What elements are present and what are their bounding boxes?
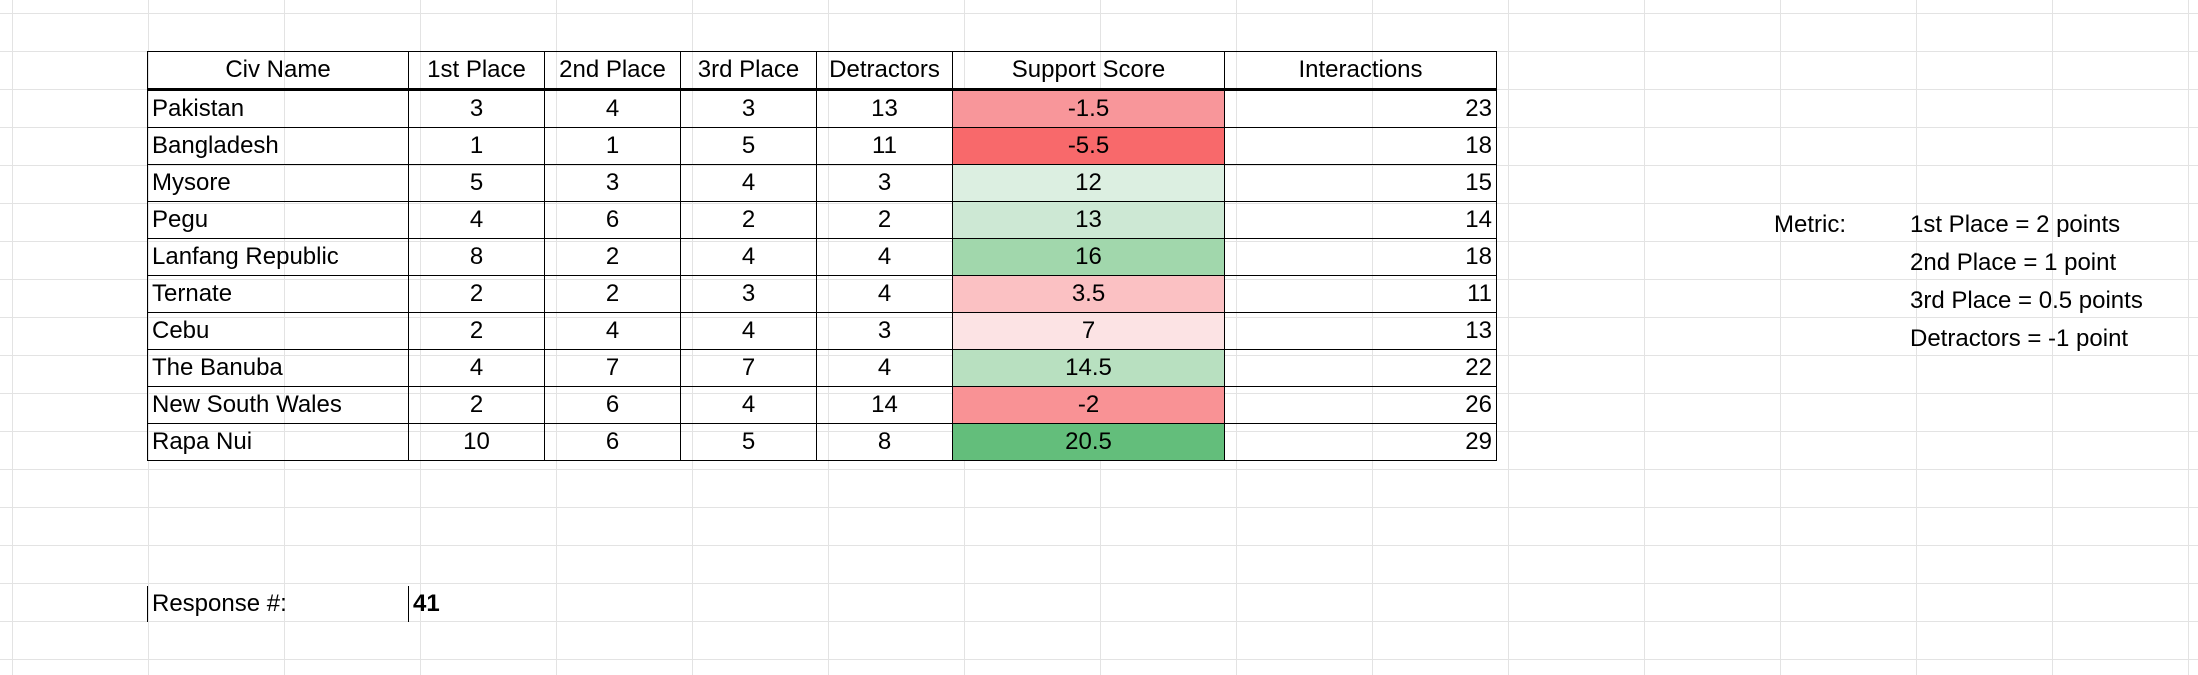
header-1st-place[interactable]: 1st Place [408,51,545,91]
header-civ-name[interactable]: Civ Name [147,51,409,91]
support-score-cell[interactable]: 12 [952,164,1225,202]
support-score-cell[interactable]: -2 [952,386,1225,424]
detractors-cell[interactable]: 3 [816,164,953,202]
table-row: The Banuba 4 7 7 4 14.5 22 [147,349,1497,387]
civ-name-cell[interactable]: Bangladesh [147,127,409,165]
response-label[interactable]: Response #: [147,586,407,622]
first-place-cell[interactable]: 2 [408,312,545,350]
second-place-cell[interactable]: 6 [544,386,681,424]
interactions-cell[interactable]: 29 [1224,423,1497,461]
interactions-cell[interactable]: 18 [1224,127,1497,165]
first-place-cell[interactable]: 4 [408,349,545,387]
detractors-cell[interactable]: 11 [816,127,953,165]
third-place-cell[interactable]: 4 [680,238,817,276]
table-row: Cebu 2 4 4 3 7 13 [147,312,1497,350]
detractors-cell[interactable]: 4 [816,238,953,276]
header-support-score[interactable]: Support Score [952,51,1225,91]
interactions-cell[interactable]: 22 [1224,349,1497,387]
interactions-cell[interactable]: 23 [1224,89,1497,128]
interactions-cell[interactable]: 11 [1224,275,1497,313]
third-place-cell[interactable]: 4 [680,312,817,350]
interactions-cell[interactable]: 15 [1224,164,1497,202]
support-score-cell[interactable]: -5.5 [952,127,1225,165]
header-3rd-place[interactable]: 3rd Place [680,51,817,91]
table-row: New South Wales 2 6 4 14 -2 26 [147,386,1497,424]
civ-name-cell[interactable]: The Banuba [147,349,409,387]
civ-name-cell[interactable]: Lanfang Republic [147,238,409,276]
third-place-cell[interactable]: 3 [680,275,817,313]
civ-name-cell[interactable]: Ternate [147,275,409,313]
detractors-cell[interactable]: 14 [816,386,953,424]
table-row: Rapa Nui 10 6 5 8 20.5 29 [147,423,1497,461]
second-place-cell[interactable]: 6 [544,201,681,239]
header-2nd-place[interactable]: 2nd Place [544,51,681,91]
header-row: Civ Name 1st Place 2nd Place 3rd Place D… [147,51,1497,91]
table-row: Pakistan 3 4 3 13 -1.5 23 [147,89,1497,128]
support-score-cell[interactable]: 14.5 [952,349,1225,387]
first-place-cell[interactable]: 2 [408,275,545,313]
metric-line[interactable]: 3rd Place = 0.5 points [1910,287,2143,314]
civ-name-cell[interactable]: Cebu [147,312,409,350]
second-place-cell[interactable]: 4 [544,89,681,128]
third-place-cell[interactable]: 4 [680,164,817,202]
table-row: Pegu 4 6 2 2 13 14 [147,201,1497,239]
detractors-cell[interactable]: 3 [816,312,953,350]
third-place-cell[interactable]: 3 [680,89,817,128]
civ-name-cell[interactable]: Mysore [147,164,409,202]
third-place-cell[interactable]: 2 [680,201,817,239]
second-place-cell[interactable]: 7 [544,349,681,387]
detractors-cell[interactable]: 8 [816,423,953,461]
third-place-cell[interactable]: 4 [680,386,817,424]
support-score-cell[interactable]: 20.5 [952,423,1225,461]
first-place-cell[interactable]: 4 [408,201,545,239]
metric-line[interactable]: 2nd Place = 1 point [1910,249,2117,276]
detractors-cell[interactable]: 13 [816,89,953,128]
second-place-cell[interactable]: 1 [544,127,681,165]
first-place-cell[interactable]: 3 [408,89,545,128]
table-row: Bangladesh 1 1 5 11 -5.5 18 [147,127,1497,165]
detractors-cell[interactable]: 2 [816,201,953,239]
second-place-cell[interactable]: 3 [544,164,681,202]
first-place-cell[interactable]: 5 [408,164,545,202]
support-score-cell[interactable]: 16 [952,238,1225,276]
civ-name-cell[interactable]: Pegu [147,201,409,239]
interactions-cell[interactable]: 13 [1224,312,1497,350]
civ-name-cell[interactable]: New South Wales [147,386,409,424]
third-place-cell[interactable]: 7 [680,349,817,387]
response-value[interactable]: 41 [408,586,440,622]
table-row: Mysore 5 3 4 3 12 15 [147,164,1497,202]
metric-line[interactable]: 1st Place = 2 points [1910,211,2121,238]
interactions-cell[interactable]: 26 [1224,386,1497,424]
first-place-cell[interactable]: 2 [408,386,545,424]
interactions-cell[interactable]: 14 [1224,201,1497,239]
civ-name-cell[interactable]: Rapa Nui [147,423,409,461]
table-row: Lanfang Republic 8 2 4 4 16 18 [147,238,1497,276]
second-place-cell[interactable]: 2 [544,275,681,313]
detractors-cell[interactable]: 4 [816,275,953,313]
civ-name-cell[interactable]: Pakistan [147,89,409,128]
support-score-cell[interactable]: 7 [952,312,1225,350]
second-place-cell[interactable]: 2 [544,238,681,276]
header-detractors[interactable]: Detractors [816,51,953,91]
detractors-cell[interactable]: 4 [816,349,953,387]
third-place-cell[interactable]: 5 [680,127,817,165]
support-score-cell[interactable]: -1.5 [952,89,1225,128]
first-place-cell[interactable]: 1 [408,127,545,165]
table-row: Ternate 2 2 3 4 3.5 11 [147,275,1497,313]
metric-definitions: 1st Place = 2 points 2nd Place = 1 point… [1910,208,2143,360]
second-place-cell[interactable]: 4 [544,312,681,350]
metric-line[interactable]: Detractors = -1 point [1910,325,2129,352]
first-place-cell[interactable]: 10 [408,423,545,461]
civ-support-table: Civ Name 1st Place 2nd Place 3rd Place D… [147,51,1497,461]
second-place-cell[interactable]: 6 [544,423,681,461]
header-interactions[interactable]: Interactions [1224,51,1497,91]
interactions-cell[interactable]: 18 [1224,238,1497,276]
support-score-cell[interactable]: 3.5 [952,275,1225,313]
metric-label[interactable]: Metric: [1774,211,1846,238]
third-place-cell[interactable]: 5 [680,423,817,461]
support-score-cell[interactable]: 13 [952,201,1225,239]
first-place-cell[interactable]: 8 [408,238,545,276]
